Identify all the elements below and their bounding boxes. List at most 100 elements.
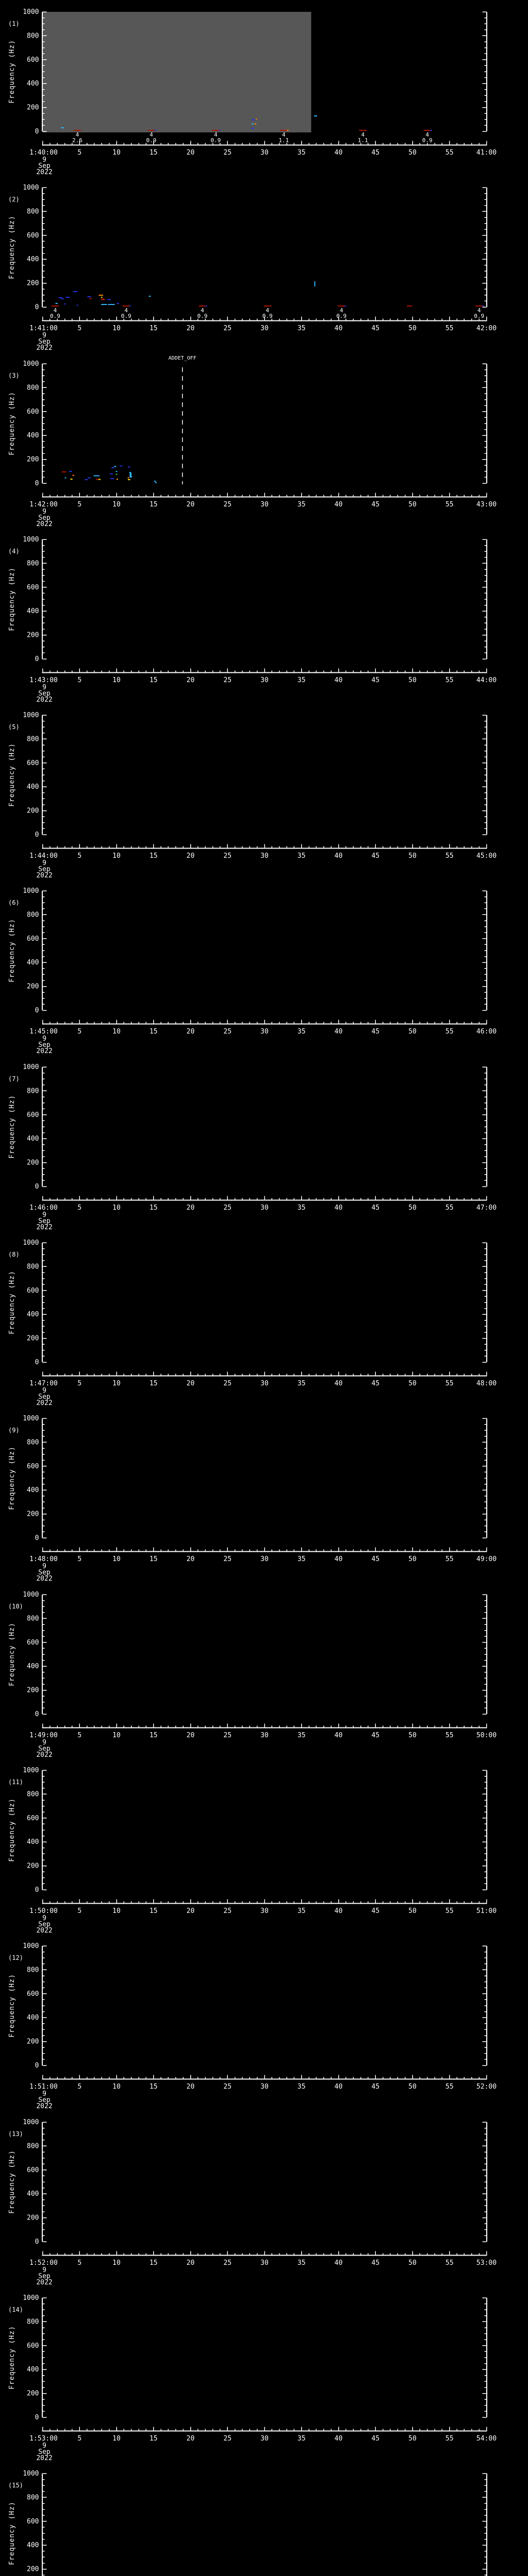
x-tick-label: 35: [298, 1380, 306, 1387]
x-tick-label: 45: [371, 1380, 380, 1387]
y-axis-title: Frequency (Hz): [8, 2150, 16, 2214]
y-tick-label: 800: [27, 384, 39, 392]
panel-number: (3): [8, 372, 20, 379]
date-line: 2022: [36, 1224, 52, 1231]
x-tick-label: 15: [150, 1204, 158, 1212]
y-tick-label: 400: [27, 80, 39, 88]
x-tick-label: 5: [77, 852, 81, 860]
x-tick-label: 40: [335, 2083, 343, 2091]
x-end-time-label: 50:00: [476, 1732, 497, 1739]
x-tick-label: 50: [408, 149, 417, 157]
y-tick-label: 600: [27, 759, 39, 767]
x-tick-label: 5: [77, 676, 81, 684]
x-tick-label: 10: [112, 2435, 121, 2443]
detection-speck: [93, 475, 100, 477]
y-tick-label: 400: [27, 1486, 39, 1494]
x-start-time-label: 1:52:00: [29, 2259, 58, 2267]
y-tick-label: 800: [27, 2142, 39, 2150]
x-tick-label: 30: [260, 852, 269, 860]
date-line: Sep: [38, 690, 51, 698]
y-tick-label: 400: [27, 2014, 39, 2022]
detection-marker: [122, 306, 130, 307]
x-start-time-label: 1:47:00: [29, 1380, 58, 1387]
detection-marker: [212, 130, 220, 131]
date-line: 9: [42, 156, 46, 164]
detection-count-label: 4: [340, 307, 343, 314]
x-tick-label: 20: [187, 1907, 195, 1915]
x-tick-label: 40: [335, 1555, 343, 1563]
detection-speck: [69, 470, 72, 472]
spectrogram-panel-2: 40.940.940.940.940.940.90200400600800100…: [8, 184, 497, 352]
x-tick-label: 45: [371, 2259, 380, 2267]
date-line: Sep: [38, 2273, 51, 2280]
x-tick-label: 45: [371, 501, 380, 509]
x-tick-label: 35: [298, 1028, 306, 1036]
date-line: 9: [42, 1914, 46, 1922]
spectrogram-panel-11: 0 200 400 600 800 1000 1:50:00 5 10 15 20 25 30 35 40 4…: [8, 1767, 497, 1935]
x-tick-label: 50: [408, 2259, 417, 2267]
y-tick-label: 800: [27, 735, 39, 743]
x-tick-label: 10: [112, 149, 121, 157]
detection-marker: [280, 130, 288, 131]
x-tick-label: 55: [446, 2083, 454, 2091]
y-axis-title: Frequency (Hz): [8, 1622, 16, 1686]
y-tick-label: 1000: [23, 1942, 39, 1950]
y-tick-label: 800: [27, 1966, 39, 1974]
x-tick-label: 50: [408, 325, 417, 332]
detection-speck: [101, 299, 105, 300]
detection-speck: [98, 294, 104, 296]
y-tick-label: 400: [27, 2541, 39, 2549]
date-line: Sep: [38, 866, 51, 873]
date-line: Sep: [38, 2448, 51, 2456]
x-tick-label: 10: [112, 325, 121, 332]
x-tick-label: 55: [446, 1907, 454, 1915]
y-tick-label: 400: [27, 1311, 39, 1318]
date-line: 9: [42, 859, 46, 867]
detection-value-label: 0.9: [50, 313, 60, 319]
detection-speck: [127, 477, 129, 479]
x-start-time-label: 1:45:00: [29, 1028, 58, 1036]
detection-speck: [61, 471, 67, 472]
detection-count-label: 4: [266, 307, 269, 314]
spectrogram-panel-12: 0 200 400 600 800 1000 1:51:00 5 10 15 20 25 30 35 40 4…: [8, 1942, 497, 2110]
detection-speck: [111, 467, 114, 468]
detection-speck: [110, 478, 114, 480]
detection-count-label: 4: [361, 131, 365, 138]
detection-speck: [251, 127, 254, 129]
x-tick-label: 10: [112, 501, 121, 509]
y-tick-label: 0: [35, 128, 39, 135]
x-start-time-label: 1:40:00: [29, 149, 58, 157]
detection-count-label: 4: [214, 131, 218, 138]
x-start-time-label: 1:50:00: [29, 1907, 58, 1915]
y-axis-title: Frequency (Hz): [8, 743, 16, 807]
y-tick-label: 200: [27, 456, 39, 464]
x-tick-label: 30: [260, 1028, 269, 1036]
x-tick-label: 25: [223, 325, 232, 332]
y-tick-label: 800: [27, 1438, 39, 1446]
spectrogram-panel-14: 0 200 400 600 800 1000 1:53:00 5 10 15 20 25 30 35 40 4…: [8, 2294, 497, 2462]
detection-count-label: 4: [201, 307, 204, 314]
x-tick-label: 15: [150, 676, 158, 684]
detection-speck: [117, 478, 118, 480]
detection-count-label: 4: [477, 307, 481, 314]
x-tick-label: 40: [335, 852, 343, 860]
detection-speck: [88, 477, 91, 479]
detection-value-label: 0.9: [146, 137, 157, 144]
date-line: 2022: [36, 168, 52, 176]
x-tick-label: 5: [77, 1028, 81, 1036]
date-line: 2022: [36, 344, 52, 352]
date-line: 9: [42, 1563, 46, 1570]
date-line: 2022: [36, 1927, 52, 1935]
x-tick-label: 20: [187, 149, 195, 157]
detection-marker-tip: [205, 306, 207, 307]
x-tick-label: 15: [150, 325, 158, 332]
y-tick-label: 800: [27, 1087, 39, 1095]
x-tick-label: 20: [187, 676, 195, 684]
x-tick-label: 40: [335, 1380, 343, 1387]
detection-speck: [110, 473, 113, 474]
date-line: 2022: [36, 2103, 52, 2110]
y-tick-label: 0: [35, 1359, 39, 1366]
y-tick-label: 400: [27, 256, 39, 263]
x-tick-label: 40: [335, 501, 343, 509]
